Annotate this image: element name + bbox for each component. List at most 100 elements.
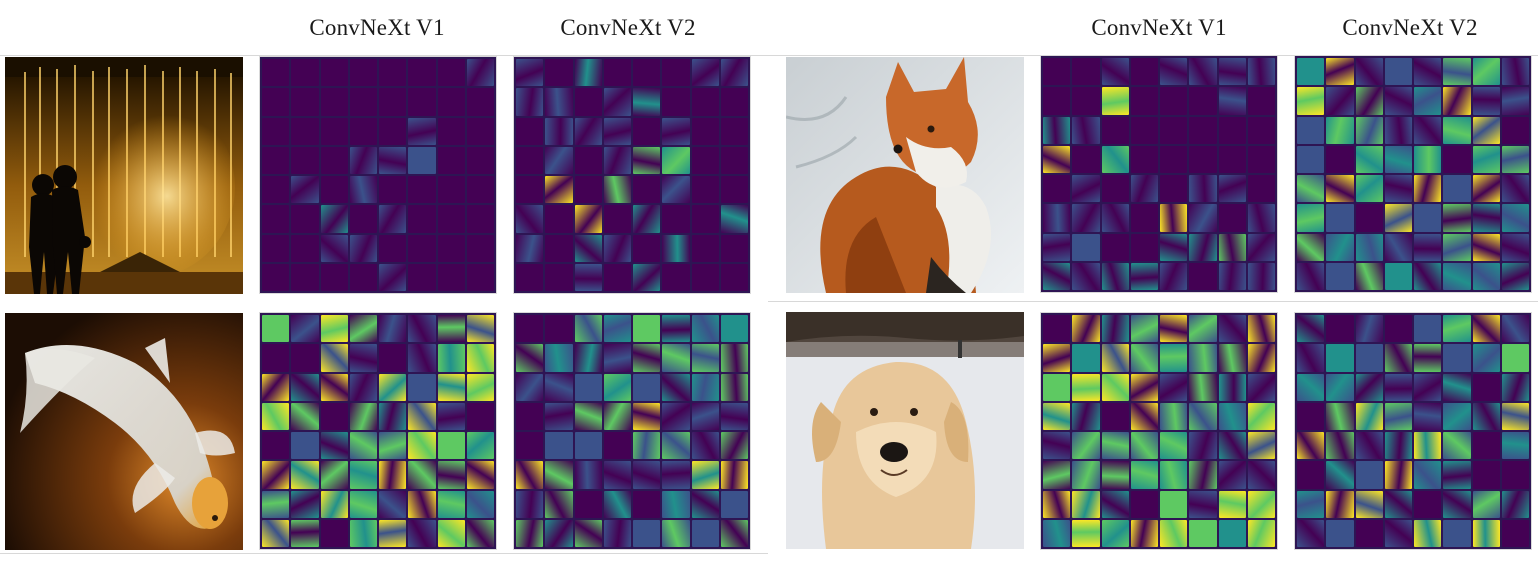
- feature-map-tile: [1384, 204, 1412, 232]
- feature-map-tile: [1326, 344, 1354, 372]
- feature-map-tile: [262, 205, 290, 233]
- feature-map-tile: [466, 88, 494, 116]
- fish-photo: [5, 313, 243, 550]
- feature-map-tile: [1043, 490, 1071, 518]
- feature-map-tile: [1384, 233, 1412, 261]
- feature-map-tile: [437, 88, 465, 116]
- feature-map-tile: [437, 117, 465, 145]
- feature-map-dog-v1: [1040, 312, 1278, 550]
- feature-map-tile: [516, 88, 544, 116]
- feature-map-tile: [379, 117, 407, 145]
- feature-map-tile: [1384, 262, 1412, 290]
- feature-map-tile: [574, 234, 602, 262]
- feature-map-tile: [408, 176, 436, 204]
- feature-map-tile: [1472, 204, 1500, 232]
- column-header-left-v1: ConvNeXt V1: [309, 15, 445, 40]
- feature-map-tile: [349, 373, 377, 401]
- feature-map-tile: [408, 234, 436, 262]
- column-header-right-v2: ConvNeXt V2: [1342, 15, 1478, 40]
- feature-map-tile: [545, 176, 573, 204]
- feature-map-tile: [662, 176, 690, 204]
- feature-map-tile: [1160, 344, 1188, 372]
- feature-map-tile: [320, 176, 348, 204]
- feature-map-tile: [1072, 519, 1100, 547]
- feature-map-tile: [1443, 87, 1471, 115]
- feature-map-tile: [349, 315, 377, 343]
- feature-map-tile: [1472, 519, 1500, 547]
- feature-map-tile: [1414, 461, 1442, 489]
- feature-map-tile: [1414, 373, 1442, 401]
- feature-map-tile: [437, 402, 465, 430]
- feature-map-tile: [603, 234, 631, 262]
- feature-map-tile: [1189, 145, 1217, 173]
- feature-map-tile: [1501, 344, 1529, 372]
- feature-map-tile: [291, 373, 319, 401]
- feature-map-tile: [1414, 116, 1442, 144]
- feature-map-tile: [1326, 461, 1354, 489]
- feature-map-tile: [1043, 461, 1071, 489]
- feature-map-tile: [1355, 58, 1383, 86]
- feature-map-tile: [516, 117, 544, 145]
- feature-map-tile: [466, 176, 494, 204]
- feature-map-tile: [1501, 58, 1529, 86]
- feature-map-tile: [1355, 432, 1383, 460]
- feature-map-tile: [691, 490, 719, 518]
- feature-map-tile: [437, 519, 465, 547]
- feature-map-tile: [1043, 373, 1071, 401]
- feature-map-tile: [662, 461, 690, 489]
- feature-map-tile: [1130, 373, 1158, 401]
- feature-map-tile: [1130, 175, 1158, 203]
- feature-map-tile: [516, 344, 544, 372]
- feature-map-tile: [574, 373, 602, 401]
- feature-map-tile: [603, 88, 631, 116]
- feature-map-tile: [466, 490, 494, 518]
- feature-map-tile: [1160, 116, 1188, 144]
- feature-map-tile: [262, 432, 290, 460]
- feature-map-tile: [379, 205, 407, 233]
- feature-map-tile: [545, 205, 573, 233]
- feature-map-tile: [1130, 519, 1158, 547]
- feature-map-tile: [1072, 204, 1100, 232]
- feature-map-tile: [1414, 175, 1442, 203]
- feature-map-tile: [1384, 490, 1412, 518]
- feature-map-tile: [691, 146, 719, 174]
- feature-map-tile: [1072, 402, 1100, 430]
- feature-map-tile: [633, 490, 661, 518]
- feature-map-tile: [1443, 344, 1471, 372]
- feature-map-tile: [1218, 233, 1246, 261]
- feature-map-tile: [1247, 373, 1275, 401]
- feature-map-tile: [662, 373, 690, 401]
- right-middle-divider: [768, 301, 1538, 302]
- feature-map-tile: [1101, 461, 1129, 489]
- feature-map-tile: [1384, 373, 1412, 401]
- feature-map-tile: [1297, 204, 1325, 232]
- feature-map-tile: [1130, 204, 1158, 232]
- feature-map-tile: [1297, 519, 1325, 547]
- feature-map-tile: [437, 176, 465, 204]
- feature-map-tile: [545, 315, 573, 343]
- feature-map-tile: [408, 519, 436, 547]
- feature-map-tile: [1072, 344, 1100, 372]
- feature-map-tile: [1384, 58, 1412, 86]
- feature-map-tile: [691, 176, 719, 204]
- feature-map-tile: [1414, 432, 1442, 460]
- feature-map-tile: [691, 234, 719, 262]
- feature-map-tile: [320, 402, 348, 430]
- feature-map-tile: [1218, 490, 1246, 518]
- feature-map-tile: [437, 205, 465, 233]
- feature-map-tile: [720, 263, 748, 291]
- feature-map-tile: [516, 315, 544, 343]
- feature-map-tile: [1297, 490, 1325, 518]
- feature-map-tile: [1297, 145, 1325, 173]
- feature-map-tile: [379, 234, 407, 262]
- feature-map-tile: [320, 490, 348, 518]
- feature-map-tile: [1355, 87, 1383, 115]
- feature-map-tile: [662, 205, 690, 233]
- feature-map-tile: [262, 461, 290, 489]
- feature-map-tile: [1218, 373, 1246, 401]
- feature-map-tile: [1472, 58, 1500, 86]
- feature-map-tile: [1189, 87, 1217, 115]
- feature-map-tile: [603, 176, 631, 204]
- feature-map-tile: [1189, 175, 1217, 203]
- feature-map-tile: [545, 402, 573, 430]
